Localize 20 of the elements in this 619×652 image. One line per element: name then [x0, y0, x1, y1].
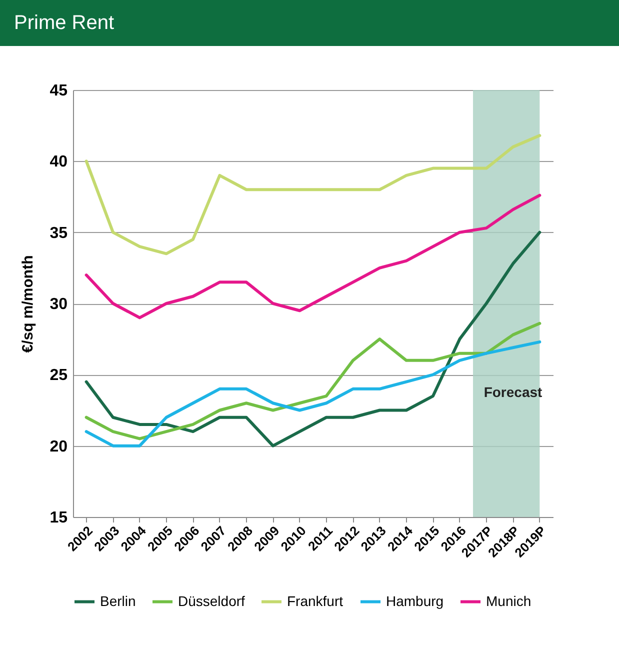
- y-tick-label: 30: [50, 296, 68, 313]
- band-label: Forecast: [484, 384, 543, 400]
- legend-label: Munich: [486, 592, 532, 609]
- line-series: [84, 230, 542, 448]
- legend-label: Berlin: [100, 592, 136, 609]
- y-axis-title: €/sq m/month: [20, 255, 37, 353]
- line-series: [84, 340, 542, 448]
- y-tick-label: 15: [50, 510, 68, 526]
- line-series: [84, 194, 542, 320]
- chart-title: Prime Rent: [0, 0, 619, 46]
- y-tick-label: 35: [50, 224, 68, 242]
- y-tick-label: 25: [50, 367, 68, 384]
- y-tick-label: 20: [50, 438, 68, 456]
- legend-label: Hamburg: [386, 592, 444, 609]
- legend-label: Frankfurt: [287, 592, 344, 609]
- legend-label: Düsseldorf: [178, 592, 246, 609]
- line-series: [84, 322, 542, 440]
- line-series: [84, 134, 542, 256]
- y-tick-label: 40: [50, 154, 68, 171]
- y-tick-label: 45: [50, 82, 68, 100]
